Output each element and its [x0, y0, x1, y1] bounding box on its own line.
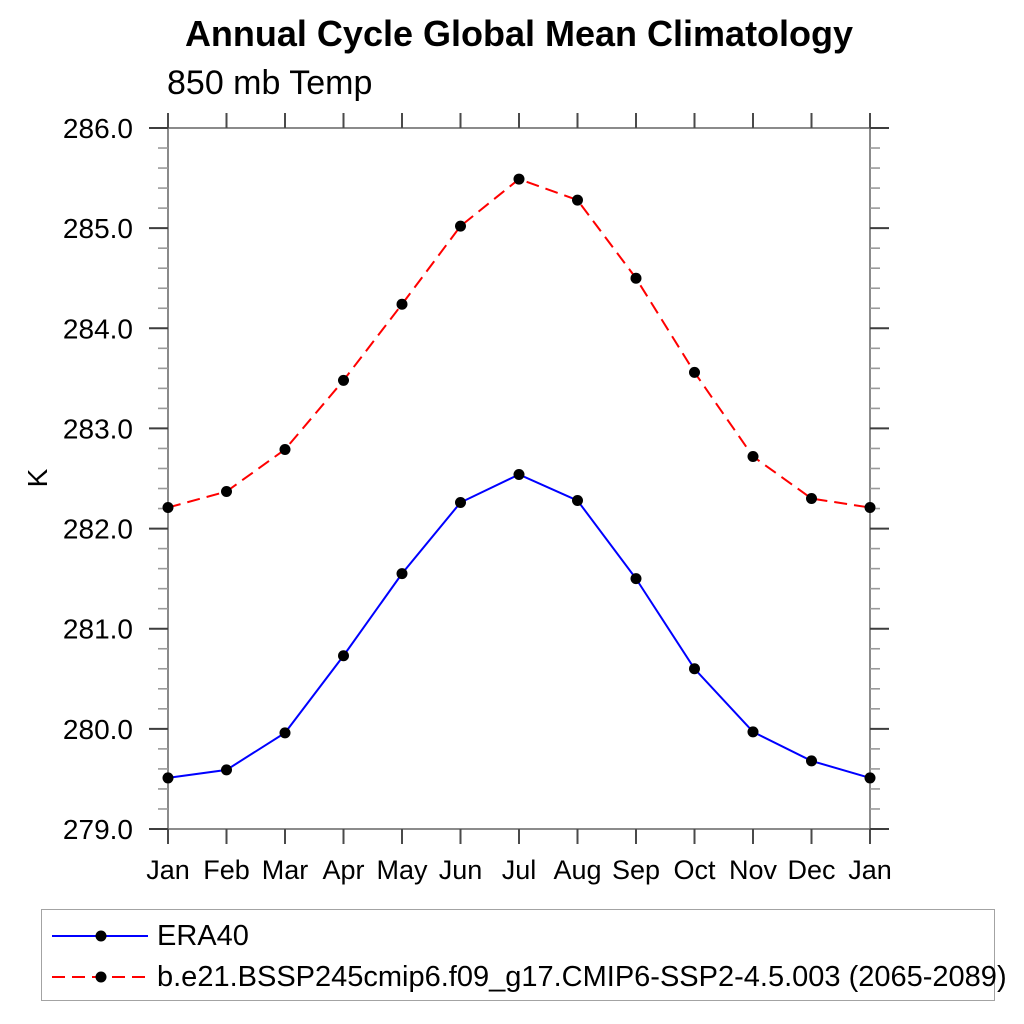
x-axis-tick-label: Apr	[322, 855, 364, 885]
legend-line-sample-solid	[52, 930, 148, 942]
data-point-marker-1-3	[338, 374, 349, 386]
y-axis-tick-label: 284.0	[63, 313, 133, 344]
x-axis-tick-label: Jan	[848, 855, 892, 885]
data-point-marker-1-2	[279, 443, 291, 455]
data-point-marker-0-0	[162, 772, 174, 784]
y-axis-tick-label: 285.0	[63, 213, 133, 244]
legend-item-era40: ERA40	[46, 920, 249, 952]
data-point-marker-1-0	[162, 502, 174, 514]
x-axis-tick-label: Sep	[612, 855, 660, 885]
data-point-marker-0-6	[513, 468, 525, 480]
data-point-marker-0-1	[221, 764, 232, 776]
data-point-marker-0-10	[747, 726, 759, 738]
data-point-marker-0-3	[338, 650, 349, 662]
x-axis-tick-label: Jan	[146, 855, 190, 885]
x-axis-tick-label: Feb	[203, 855, 250, 885]
data-point-marker-1-10	[747, 450, 759, 462]
data-point-marker-1-4	[396, 298, 408, 310]
series-line-0	[167, 473, 871, 779]
chart-title: Annual Cycle Global Mean Climatology	[184, 13, 854, 54]
y-axis-tick-label: 279.0	[63, 814, 133, 845]
legend-label-era40: ERA40	[157, 920, 249, 952]
data-point-marker-0-7	[572, 495, 583, 507]
data-point-marker-1-11	[806, 493, 817, 505]
data-point-marker-0-8	[630, 573, 642, 585]
x-axis-tick-label: Nov	[729, 855, 778, 885]
y-axis-tick-label: 286.0	[63, 113, 133, 144]
data-point-marker-1-6	[513, 173, 525, 185]
data-point-marker-0-11	[806, 755, 817, 767]
data-point-marker-0-9	[689, 663, 700, 675]
x-axis-tick-label: Mar	[262, 855, 309, 885]
legend-sample-marker	[95, 930, 107, 942]
data-point-marker-1-5	[455, 220, 466, 232]
legend-item-model: b.e21.BSSP245cmip6.f09_g17.CMIP6-SSP2-4.…	[46, 961, 1007, 993]
x-axis-tick-label: Oct	[673, 855, 716, 885]
x-axis-tick-label: Aug	[553, 855, 601, 885]
series-line-1	[167, 177, 871, 509]
y-axis-tick-label: 283.0	[63, 413, 133, 444]
legend-sample-marker	[95, 971, 107, 983]
x-axis-tick-label: Jul	[502, 855, 537, 885]
legend-line-sample-dashed	[52, 971, 148, 983]
x-axis-tick-label: May	[376, 855, 428, 885]
data-point-marker-0-2	[279, 727, 291, 739]
legend-label-model: b.e21.BSSP245cmip6.f09_g17.CMIP6-SSP2-4.…	[157, 961, 1007, 993]
chart-plot-area: Jan Feb Mar Apr May Jun Jul Aug Sep Oct Nov Dec Jan 2…	[63, 113, 892, 885]
data-point-marker-1-8	[630, 272, 642, 284]
data-point-marker-1-7	[572, 194, 583, 206]
data-point-marker-0-12	[864, 772, 876, 784]
legend-box: ERA40 b.e21.BSSP245cmip6.f09_g17.CMIP6-S…	[41, 909, 1007, 1001]
data-point-marker-0-4	[396, 568, 408, 580]
y-axis-tick-label: 281.0	[63, 614, 133, 645]
x-axis-tick-label: Dec	[787, 855, 835, 885]
chart-subtitle: 850 mb Temp	[167, 64, 373, 102]
y-axis-tick-label: 282.0	[63, 514, 133, 545]
y-axis-tick-label: 280.0	[63, 714, 133, 745]
data-point-marker-1-1	[221, 486, 232, 498]
data-point-marker-1-12	[864, 502, 876, 514]
data-point-marker-0-5	[455, 497, 466, 509]
data-point-marker-1-9	[689, 366, 700, 378]
x-axis-tick-label: Jun	[439, 855, 483, 885]
